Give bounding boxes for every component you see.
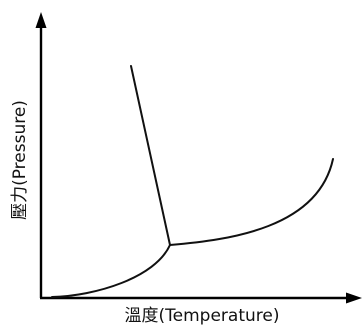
fusion-curve	[130, 65, 171, 246]
sublimation-curve	[51, 244, 171, 298]
x-axis-label: 溫度(Temperature)	[125, 306, 280, 326]
vaporization-curve	[169, 158, 334, 246]
y-axis-label: 壓力(Pressure)	[10, 100, 30, 220]
y-axis-arrow-icon	[35, 12, 47, 28]
x-axis-arrow-icon	[346, 292, 362, 304]
